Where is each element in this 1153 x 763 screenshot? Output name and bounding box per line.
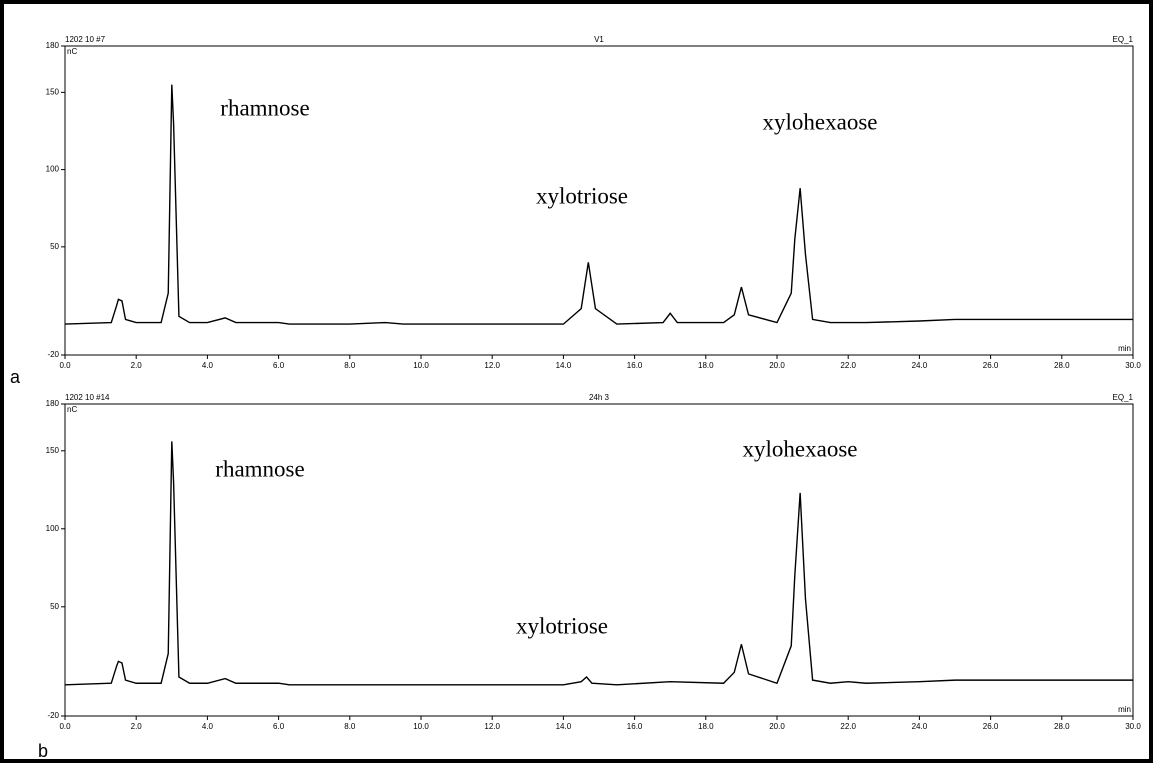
x-axis-label: min [1118, 344, 1131, 353]
y-tick-label: 180 [46, 41, 60, 50]
x-tick-label: 12.0 [484, 722, 500, 731]
panel-label: b [38, 741, 48, 761]
header-right: EQ_1 [1113, 35, 1134, 44]
x-tick-label: 18.0 [698, 722, 714, 731]
chart-title: 24h 3 [589, 393, 610, 402]
x-tick-label: 16.0 [627, 722, 643, 731]
panel-label: a [10, 367, 21, 387]
x-tick-label: 22.0 [840, 361, 856, 370]
x-tick-label: 28.0 [1054, 361, 1070, 370]
x-tick-label: 4.0 [202, 722, 214, 731]
x-axis-label: min [1118, 705, 1131, 714]
header-left: 1202 10 #14 [65, 393, 110, 402]
peak-annotation: rhamnose [215, 456, 304, 481]
x-tick-label: 18.0 [698, 361, 714, 370]
x-tick-label: 10.0 [413, 722, 429, 731]
x-tick-label: 6.0 [273, 722, 285, 731]
x-tick-label: 14.0 [556, 722, 572, 731]
x-tick-label: 24.0 [912, 722, 928, 731]
x-tick-label: 8.0 [344, 361, 356, 370]
x-tick-label: 26.0 [983, 722, 999, 731]
x-tick-label: 26.0 [983, 361, 999, 370]
y-tick-label: 100 [46, 165, 60, 174]
x-tick-label: 24.0 [912, 361, 928, 370]
y-axis-label: nC [67, 47, 77, 56]
plot-frame [64, 403, 1134, 717]
chromatogram-trace [64, 441, 1133, 686]
x-tick-label: 10.0 [413, 361, 429, 370]
x-tick-label: 28.0 [1054, 722, 1070, 731]
x-tick-label: 8.0 [344, 722, 356, 731]
x-tick-label: 30.0 [1125, 722, 1141, 731]
plot-frame [64, 45, 1134, 356]
x-tick-label: 12.0 [484, 361, 500, 370]
y-tick-label: 150 [46, 446, 60, 455]
y-tick-label: 50 [50, 242, 59, 251]
peak-annotation: rhamnose [220, 95, 309, 120]
x-tick-label: 0.0 [59, 722, 71, 731]
x-tick-label: 22.0 [840, 722, 856, 731]
chromatogram-trace [64, 84, 1133, 325]
x-tick-label: 20.0 [769, 722, 785, 731]
y-tick-label: 180 [46, 399, 60, 408]
x-tick-label: 6.0 [273, 361, 285, 370]
peak-annotation: xylohexaose [763, 109, 878, 134]
chart-title: V1 [594, 35, 604, 44]
x-tick-label: 2.0 [131, 722, 143, 731]
x-tick-label: 2.0 [131, 361, 143, 370]
x-tick-label: 4.0 [202, 361, 214, 370]
x-tick-label: 16.0 [627, 361, 643, 370]
y-tick-label: 50 [50, 602, 59, 611]
y-axis-label: nC [67, 405, 77, 414]
x-tick-label: 20.0 [769, 361, 785, 370]
y-tick-label: -20 [47, 711, 59, 720]
x-tick-label: 14.0 [556, 361, 572, 370]
peak-annotation: xylotriose [536, 183, 628, 208]
y-tick-label: 100 [46, 524, 60, 533]
peak-annotation: xylohexaose [743, 436, 858, 461]
y-tick-label: -20 [47, 350, 59, 359]
header-left: 1202 10 #7 [65, 35, 106, 44]
x-tick-label: 30.0 [1125, 361, 1141, 370]
header-right: EQ_1 [1113, 393, 1134, 402]
y-tick-label: 150 [46, 87, 60, 96]
peak-annotation: xylotriose [516, 613, 608, 638]
x-tick-label: 0.0 [59, 361, 71, 370]
